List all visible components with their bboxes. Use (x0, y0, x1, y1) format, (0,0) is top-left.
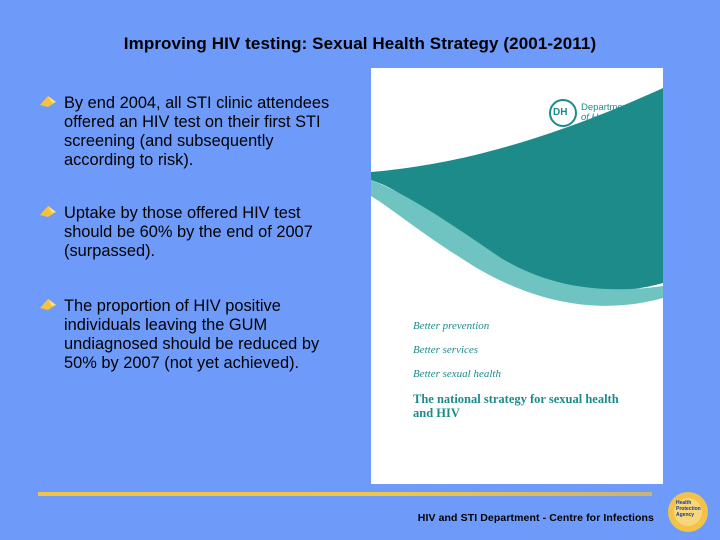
footer-text: HIV and STI Department - Centre for Infe… (417, 512, 654, 524)
bullet-item: The proportion of HIV positive individua… (36, 297, 336, 373)
dh-logo-icon (549, 99, 577, 127)
hpa-logo-text: Health Protection Agency (676, 500, 701, 518)
sun-bullet-icon (40, 96, 56, 107)
footer-rule (38, 492, 652, 496)
dh-logo-line1: Department (581, 102, 631, 113)
bullet-text: The proportion of HIV positive individua… (64, 297, 320, 372)
cover-line: Better services (413, 344, 479, 356)
hpa-logo-icon (668, 492, 708, 532)
teal-swoosh (371, 88, 663, 306)
sun-bullet-icon (40, 299, 56, 310)
strategy-cover-image: DH Department of Health Better preventio… (371, 68, 663, 484)
bullet-list: By end 2004, all STI clinic attendees of… (36, 94, 336, 407)
bullet-item: Uptake by those offered HIV test should … (36, 204, 336, 261)
bullet-text: Uptake by those offered HIV test should … (64, 204, 313, 260)
cover-line: Better prevention (413, 320, 490, 332)
dh-logo-line2: of Health (581, 112, 620, 123)
sun-bullet-icon (40, 206, 56, 217)
slide-title: Improving HIV testing: Sexual Health Str… (123, 34, 597, 53)
cover-line: Better sexual health (413, 368, 501, 380)
cover-text-block: Better prevention Better services Better… (413, 320, 633, 420)
dh-logo-mark: DH (553, 107, 568, 118)
bullet-item: By end 2004, all STI clinic attendees of… (36, 94, 336, 170)
cover-headline: The national strategy for sexual health … (413, 392, 619, 420)
bullet-text: By end 2004, all STI clinic attendees of… (64, 94, 330, 169)
